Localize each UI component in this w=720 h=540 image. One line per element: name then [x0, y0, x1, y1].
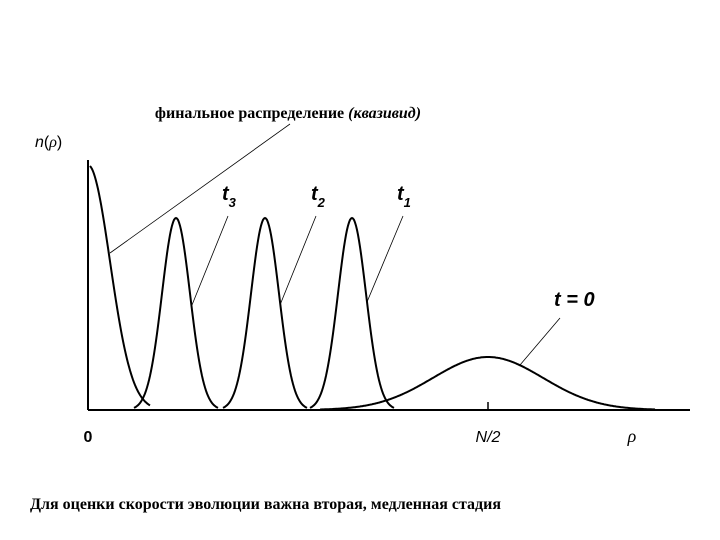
label-sub: 2	[317, 195, 326, 210]
leader-line	[109, 123, 291, 254]
distribution-curve	[309, 216, 395, 409]
caption: Для оценки скорости эволюции важна втора…	[30, 496, 501, 513]
x-label: 0	[84, 429, 93, 446]
distribution-curve	[89, 165, 151, 407]
x-label: N/2	[476, 429, 501, 446]
y-label-n: n	[35, 134, 44, 151]
annotation: финальное распределение (квазивид)	[155, 105, 421, 122]
distribution-curve	[133, 216, 219, 409]
x-label: ρ	[627, 426, 637, 446]
leader-line	[279, 215, 317, 306]
label-base: t	[397, 183, 405, 205]
curve-label: t2	[311, 183, 326, 210]
curves	[89, 165, 656, 411]
curve-label: t1	[397, 183, 411, 210]
leader-line	[191, 215, 229, 306]
curve-label: t = 0	[554, 289, 595, 311]
distribution-curve	[222, 216, 308, 409]
curve-label: t3	[222, 183, 237, 210]
label-sub: 1	[404, 195, 411, 210]
label-sub: 3	[229, 195, 237, 210]
leader-line	[366, 215, 404, 303]
y-label-rho: ρ	[48, 134, 57, 151]
label-base: t	[222, 183, 230, 205]
y-label-paren: (	[44, 134, 50, 151]
annotation-text: финальное распределение	[155, 105, 344, 122]
label-base: t	[311, 183, 319, 205]
annotation-italic: (квазивид)	[348, 105, 421, 122]
y-label: n(ρ)	[35, 134, 62, 151]
leader-line	[519, 317, 561, 366]
distribution-curve	[320, 356, 656, 411]
y-label-paren: )	[57, 134, 62, 151]
